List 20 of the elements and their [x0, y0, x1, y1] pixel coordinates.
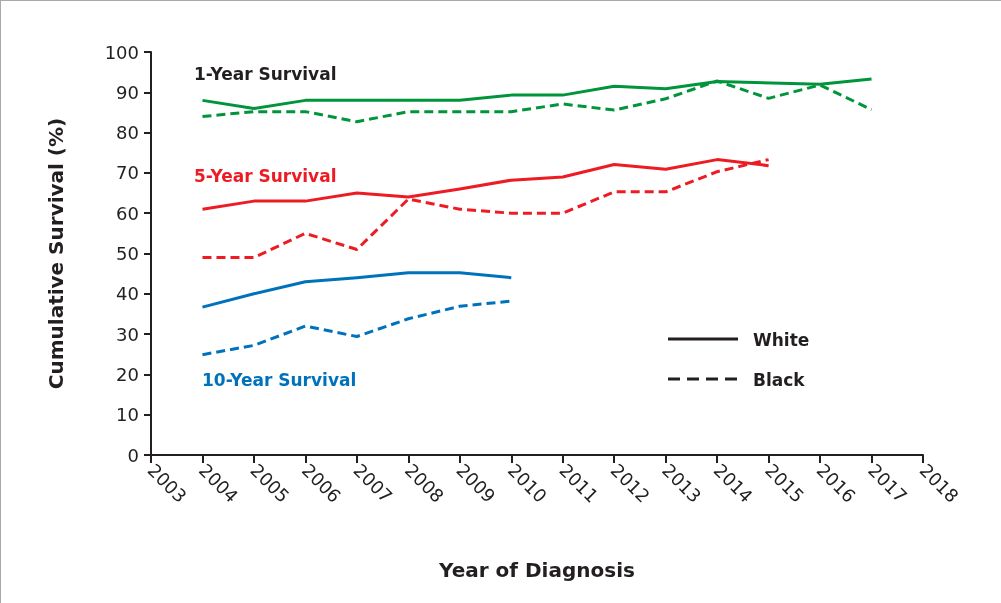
- y-axis-title: Cumulative Survival (%): [44, 117, 68, 390]
- annotation: 5-Year Survival: [194, 166, 337, 186]
- y-tick-label: 60: [116, 202, 139, 224]
- annotation: 1-Year Survival: [194, 64, 337, 84]
- y-tick-label: 10: [116, 404, 139, 426]
- y-tick-label: 50: [116, 243, 139, 264]
- y-tick-label: 70: [116, 162, 139, 184]
- annotation: Black: [753, 370, 806, 390]
- y-tick-label: 0: [127, 444, 139, 466]
- line-series: [200, 271, 513, 309]
- annotation: 10-Year Survival: [202, 370, 357, 390]
- y-tick-label: 20: [116, 363, 139, 385]
- annotation: White: [753, 330, 810, 350]
- x-axis-title: Year of Diagnosis: [438, 558, 635, 582]
- y-tick-label: 90: [116, 81, 139, 103]
- y-tick-label: 100: [104, 41, 139, 63]
- y-tick-label: 80: [116, 122, 139, 144]
- line-series: [200, 79, 874, 124]
- y-tick-label: 40: [116, 283, 139, 305]
- y-tick-label: 30: [116, 323, 139, 345]
